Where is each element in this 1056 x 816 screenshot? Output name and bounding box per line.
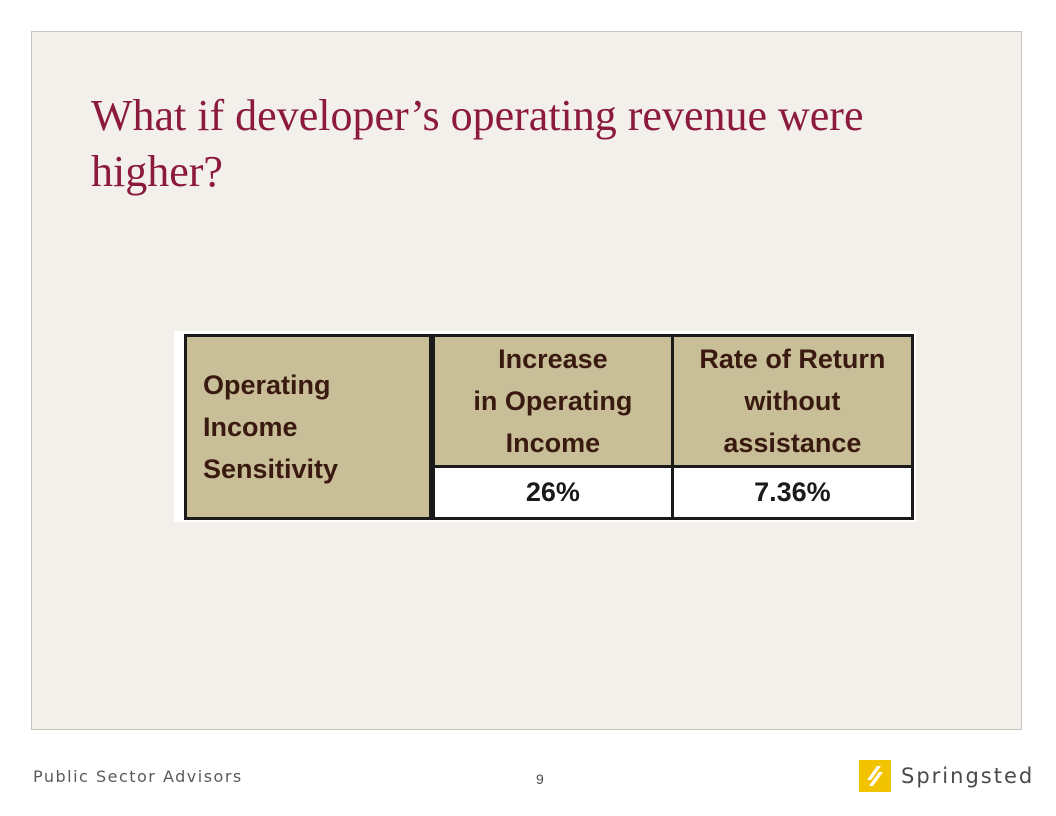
table-value-row: 26% 7.36% <box>186 465 915 520</box>
logo-text: Springsted <box>901 764 1035 788</box>
value-increase-cell: 26% <box>430 465 674 520</box>
row-header-label: Operating Income Sensitivity <box>203 370 339 484</box>
springsted-logo: Springsted <box>859 760 1034 792</box>
row-header-cell: Operating Income Sensitivity <box>184 334 435 520</box>
footer-tagline: Public Sector Advisors <box>33 767 243 786</box>
column-header-label: Rate of Return without assistance <box>699 344 886 459</box>
column-header-rate-of-return: Rate of Return without assistance <box>670 333 915 469</box>
column-header-increase: Increase in Operating Income <box>430 333 674 469</box>
column-header-label: Increase in Operating Income <box>473 344 633 459</box>
sensitivity-table: Operating Income Sensitivity Increase in… <box>184 333 915 520</box>
page-number: 9 <box>536 771 544 787</box>
value-rate-of-return-cell: 7.36% <box>670 465 915 520</box>
sensitivity-table-container: Operating Income Sensitivity Increase in… <box>174 331 916 522</box>
springsted-logo-icon <box>859 760 891 792</box>
table-header-row: Operating Income Sensitivity Increase in… <box>184 333 915 520</box>
slide-title: What if developer’s operating revenue we… <box>91 91 864 196</box>
